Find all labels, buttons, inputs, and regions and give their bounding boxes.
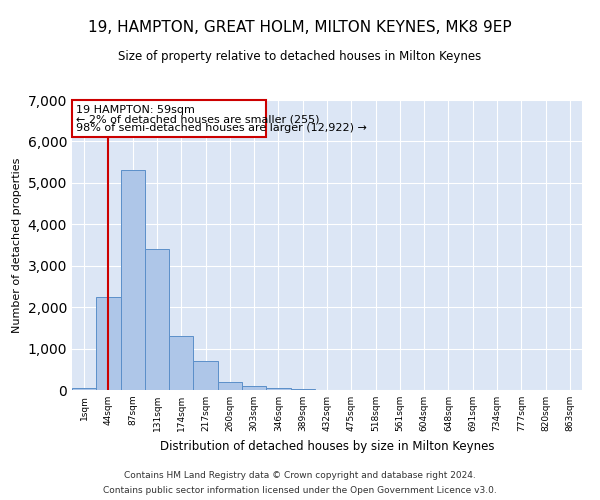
X-axis label: Distribution of detached houses by size in Milton Keynes: Distribution of detached houses by size …: [160, 440, 494, 452]
Bar: [72, 388, 96, 390]
Text: ← 2% of detached houses are smaller (255): ← 2% of detached houses are smaller (255…: [76, 114, 319, 124]
Bar: [169, 336, 193, 390]
Bar: [193, 361, 218, 390]
Text: Contains public sector information licensed under the Open Government Licence v3: Contains public sector information licen…: [103, 486, 497, 495]
Bar: [266, 388, 290, 390]
Bar: [96, 297, 121, 390]
Bar: [145, 249, 169, 390]
Text: 98% of semi-detached houses are larger (12,922) →: 98% of semi-detached houses are larger (…: [76, 123, 367, 133]
Text: Size of property relative to detached houses in Milton Keynes: Size of property relative to detached ho…: [118, 50, 482, 63]
Bar: [218, 382, 242, 390]
Bar: [72, 100, 266, 138]
Bar: [121, 170, 145, 390]
Bar: [290, 389, 315, 390]
Bar: [242, 386, 266, 390]
Text: Contains HM Land Registry data © Crown copyright and database right 2024.: Contains HM Land Registry data © Crown c…: [124, 471, 476, 480]
Y-axis label: Number of detached properties: Number of detached properties: [12, 158, 22, 332]
Text: 19 HAMPTON: 59sqm: 19 HAMPTON: 59sqm: [76, 105, 194, 115]
Text: 19, HAMPTON, GREAT HOLM, MILTON KEYNES, MK8 9EP: 19, HAMPTON, GREAT HOLM, MILTON KEYNES, …: [88, 20, 512, 35]
